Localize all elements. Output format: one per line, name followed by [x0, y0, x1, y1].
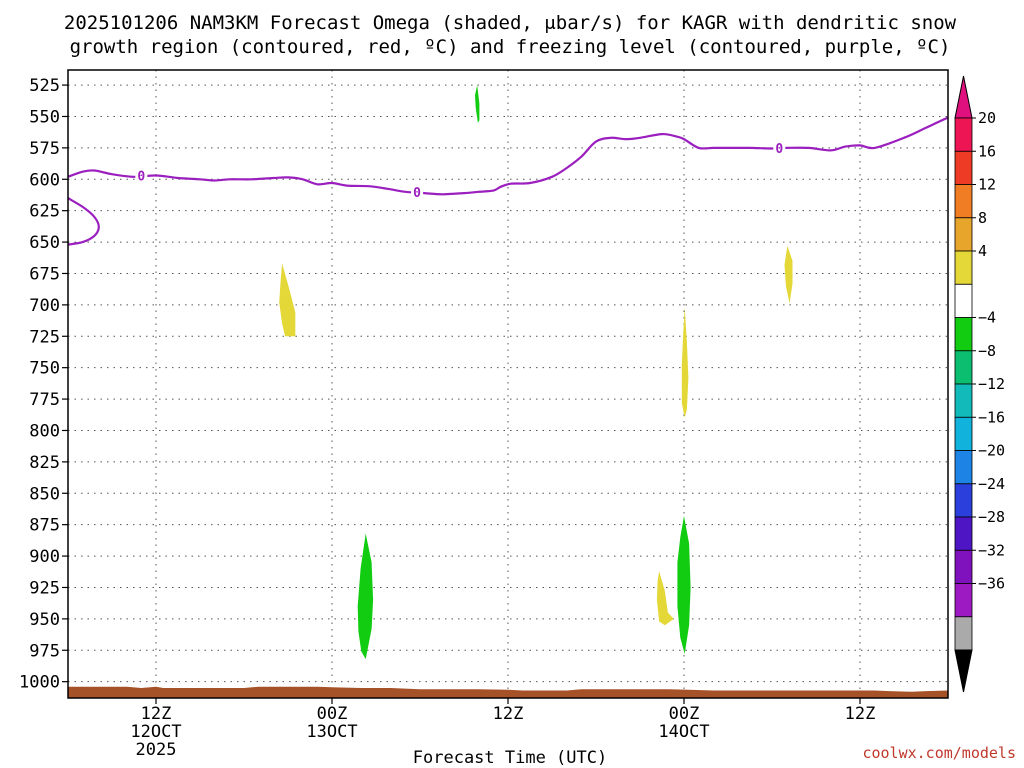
colorbar-label-0: 20	[978, 109, 996, 127]
x-tick-label-6-2: 12OCT	[130, 722, 181, 742]
y-tick-label-875: 875	[29, 516, 60, 536]
colorbar-bin-5	[954, 283, 973, 318]
contour-label-bg-2	[773, 139, 786, 156]
y-tick-label-775: 775	[29, 390, 60, 410]
colorbar-label-12: −32	[978, 541, 1005, 559]
y-tick-label-550: 550	[29, 107, 60, 127]
y-tick-label-600: 600	[29, 170, 60, 190]
x-tick-label-30-1: 12Z	[493, 704, 524, 724]
contour-label-bg-0	[135, 167, 148, 184]
colorbar-bin-6	[954, 317, 973, 352]
x-tick-label-6-1: 12Z	[141, 704, 172, 724]
colorbar-bin-14	[954, 583, 973, 618]
colorbar-top-arrow	[954, 75, 973, 119]
freezing-level-label-0: 0	[137, 170, 145, 185]
y-tick-label-525: 525	[29, 76, 60, 96]
colorbar-bin-9	[954, 416, 973, 451]
omega-green-925	[357, 533, 374, 660]
colorbar-bin-8	[954, 383, 973, 418]
x-tick-label-18-2: 13OCT	[306, 722, 357, 742]
y-tick-label-975: 975	[29, 641, 60, 661]
freezing-level-label-2: 0	[775, 142, 783, 157]
colorbar-label-2: 12	[978, 176, 996, 194]
contour-label-bg-1	[411, 183, 424, 200]
y-tick-label-675: 675	[29, 264, 60, 284]
x-tick-label-42-1: 00Z	[669, 704, 700, 724]
omega-green-900	[677, 515, 691, 654]
y-tick-label-850: 850	[29, 484, 60, 504]
y-tick-label-950: 950	[29, 610, 60, 630]
colorbar-bin-3	[954, 217, 973, 252]
colorbar-bin-0	[954, 117, 973, 152]
axes: 525 550 575 600 625 650 675 700 725 750 775 800 825 8…	[19, 69, 949, 760]
y-tick-label-750: 750	[29, 359, 60, 379]
colorbar-bin-2	[954, 184, 973, 219]
freezing-level-lobe-contour	[68, 197, 100, 246]
omega-yellow-750	[681, 307, 689, 418]
y-tick-label-1000: 1000	[19, 673, 60, 693]
chart-title-line1: 2025101206 NAM3KM Forecast Omega (shaded…	[64, 12, 957, 34]
colorbar-bin-15	[954, 616, 973, 651]
omega-yellow-925	[656, 571, 674, 626]
colorbar-bin-10	[954, 450, 973, 485]
x-tick-label-6-3: 2025	[136, 740, 177, 760]
colorbar-bin-7	[954, 350, 973, 385]
colorbar-label-8: −16	[978, 408, 1005, 426]
colorbar-label-4: 4	[978, 242, 987, 260]
colorbar-label-10: −24	[978, 475, 1005, 493]
colorbar-label-11: −28	[978, 508, 1005, 526]
colorbar-bin-11	[954, 483, 973, 518]
omega-yellow-700	[279, 263, 296, 337]
colorbar-label-1: 16	[978, 142, 996, 160]
colorbar-label-7: −12	[978, 375, 1005, 393]
colorbar-label-13: −36	[978, 575, 1005, 593]
colorbar-label-5: −4	[978, 309, 996, 327]
y-tick-label-700: 700	[29, 296, 60, 316]
terrain-surface	[68, 686, 948, 698]
y-tick-label-575: 575	[29, 139, 60, 159]
freezing-level-label-1: 0	[413, 186, 421, 201]
y-tick-label-825: 825	[29, 453, 60, 473]
colorbar-bin-4	[954, 250, 973, 285]
colorbar: 20 16 12 8 4 −4 −8 −12 −16 −20 −24 −28 −32 −36	[954, 75, 1005, 693]
colorbar-bin-12	[954, 516, 973, 551]
colorbar-bin-13	[954, 549, 973, 584]
y-tick-label-925: 925	[29, 578, 60, 598]
x-tick-label-18-1: 00Z	[317, 704, 348, 724]
omega-green-550	[475, 85, 480, 123]
colorbar-label-6: −8	[978, 342, 996, 360]
colorbar-label-3: 8	[978, 209, 987, 227]
y-tick-label-625: 625	[29, 202, 60, 222]
y-tick-label-900: 900	[29, 547, 60, 567]
x-tick-label-42-2: 14OCT	[658, 722, 709, 742]
y-tick-label-725: 725	[29, 327, 60, 347]
plot-contents: 0 0 0	[68, 85, 948, 698]
x-tick-label-54-1: 12Z	[845, 704, 876, 724]
omega-yellow-675	[784, 245, 793, 304]
y-tick-label-650: 650	[29, 233, 60, 253]
colorbar-bottom-arrow	[954, 649, 973, 693]
y-tick-label-800: 800	[29, 421, 60, 441]
chart-title-line2: growth region (contoured, red, ºC) and f…	[70, 36, 951, 58]
x-axis-label: Forecast Time (UTC)	[413, 748, 607, 768]
plot-area: 0 0 0	[68, 70, 948, 698]
freezing-level-contour	[68, 116, 948, 196]
credit-text[interactable]: coolwx.com/models	[862, 744, 1016, 762]
colorbar-label-9: −20	[978, 442, 1005, 460]
colorbar-bin-1	[954, 150, 973, 186]
